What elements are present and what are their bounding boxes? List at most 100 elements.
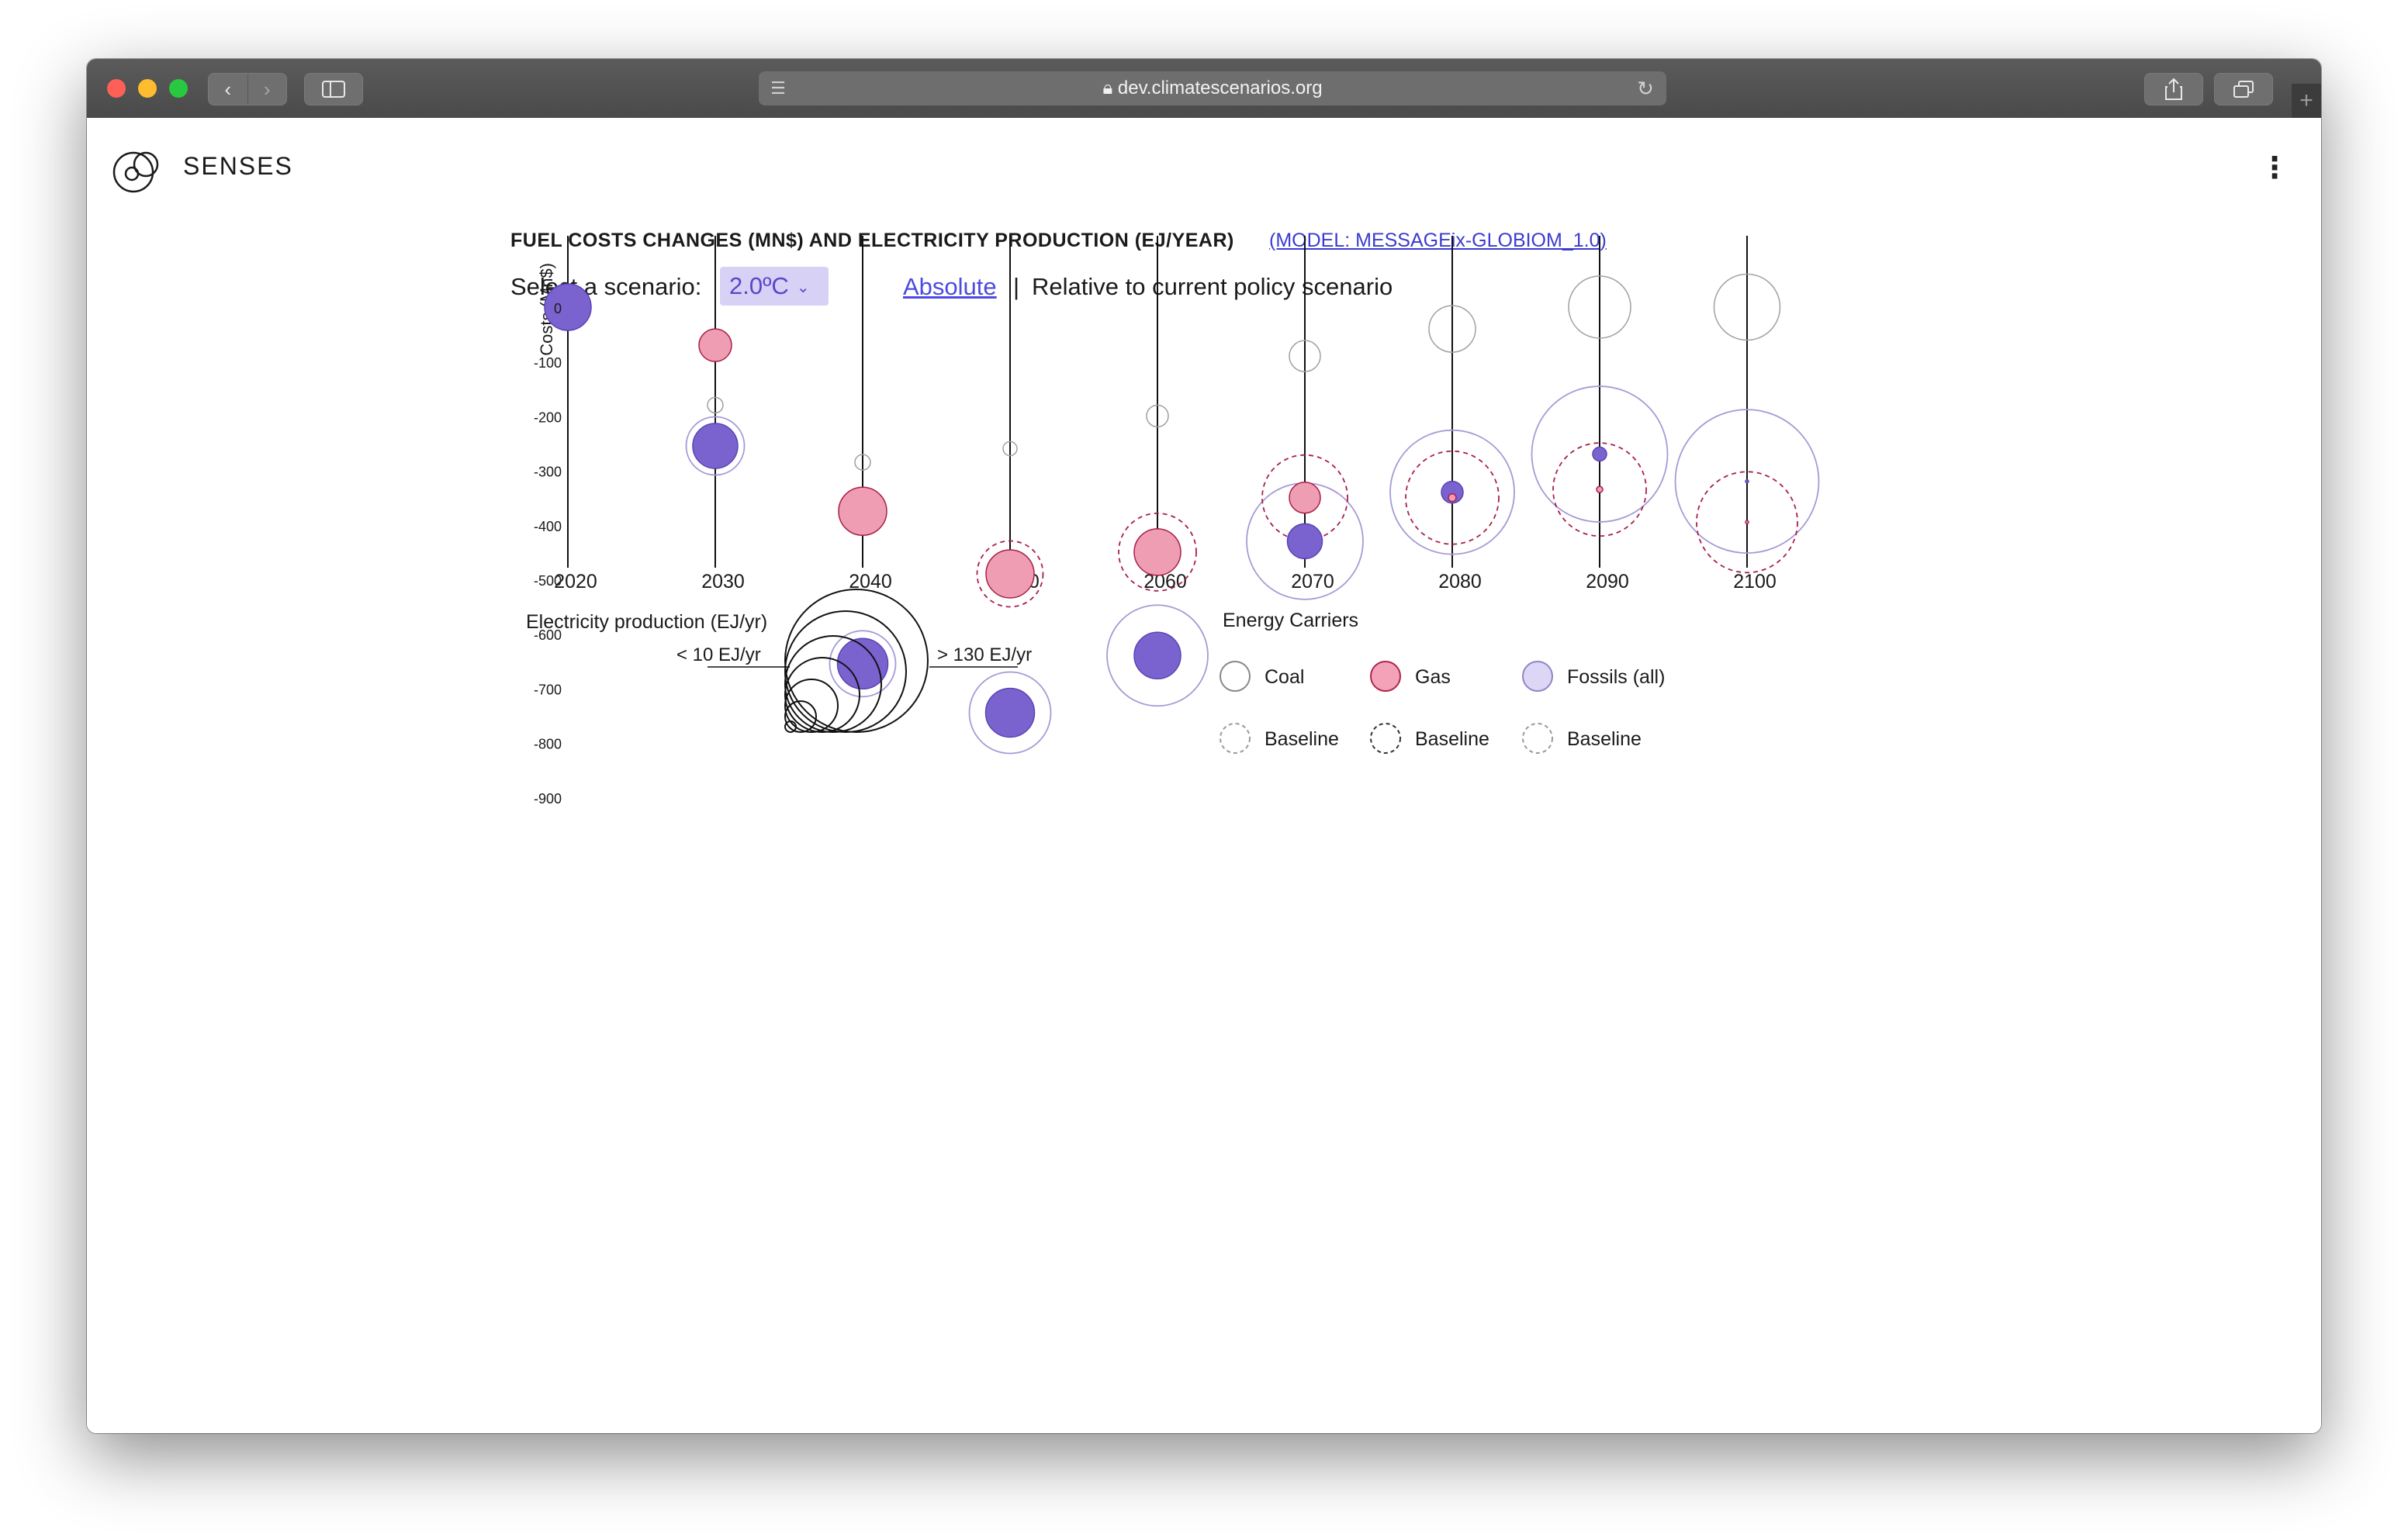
carrier-swatch[interactable] [1370, 661, 1401, 692]
minimize-window-button[interactable] [138, 79, 157, 98]
fossils-all-bubble[interactable] [1286, 523, 1323, 560]
absolute-toggle-link[interactable]: Absolute [903, 273, 997, 300]
y-tick-label: -800 [534, 737, 562, 752]
lock-icon: 🔒︎ [1102, 78, 1113, 98]
size-legend-circle [784, 720, 797, 733]
y-tick-label: -500 [534, 573, 562, 589]
fossils-baseline-bubble[interactable] [968, 671, 1052, 755]
coal-bubble[interactable] [1289, 340, 1321, 372]
chevron-left-icon[interactable]: ‹ [224, 78, 232, 101]
gas-baseline-bubble[interactable] [976, 540, 1044, 608]
x-tick-label: 2080 [1438, 571, 1482, 593]
fossils-baseline-bubble[interactable] [1389, 429, 1515, 555]
history-navigation: ‹ › [208, 73, 287, 105]
scenario-value: 2.0ºC [729, 272, 789, 299]
gas-baseline-bubble[interactable] [1261, 454, 1348, 541]
gas-bubble[interactable] [1745, 520, 1749, 525]
coal-bubble[interactable] [1568, 275, 1631, 339]
carrier-swatch[interactable] [1220, 661, 1251, 692]
y-tick-label-zero-overlay: 0 [554, 301, 562, 316]
carrier-label[interactable]: Gas [1415, 666, 1451, 688]
size-legend-max-label: > 130 EJ/yr [937, 644, 1032, 665]
brand-name[interactable]: SENSES [183, 152, 293, 180]
fossils-baseline-bubble[interactable] [1531, 385, 1669, 523]
fossils-baseline-bubble[interactable] [829, 630, 897, 698]
coal-bubble[interactable] [854, 454, 871, 471]
size-legend-circle [784, 610, 907, 733]
fossils-all-bubble[interactable] [984, 687, 1036, 738]
baseline-label[interactable]: Baseline [1415, 728, 1489, 750]
fossils-baseline-bubble[interactable] [685, 416, 746, 476]
kebab-menu-icon[interactable]: ⋮ [2260, 152, 2289, 185]
gas-bubble[interactable] [985, 549, 1035, 599]
gas-bubble[interactable] [838, 486, 887, 536]
y-tick-label: -100 [534, 355, 562, 371]
reader-mode-icon[interactable]: ☰ [770, 78, 786, 98]
fossils-all-bubble[interactable] [544, 283, 592, 331]
coal-bubble[interactable] [1002, 441, 1018, 457]
zoom-window-button[interactable] [169, 79, 188, 98]
chevron-right-icon[interactable]: › [247, 74, 287, 105]
fossils-all-bubble[interactable] [836, 637, 889, 690]
bubble-chart: 2020203020402050206020702080209021000-10… [534, 236, 1820, 807]
carrier-label[interactable]: Fossils (all) [1567, 666, 1665, 688]
fossils-baseline-bubble[interactable] [1106, 604, 1209, 707]
baseline-label[interactable]: Baseline [1567, 728, 1642, 750]
coal-bubble[interactable] [707, 396, 724, 414]
gas-bubble[interactable] [1596, 485, 1604, 493]
relative-toggle-link[interactable]: Relative to current policy scenario [1032, 273, 1393, 300]
size-legend-circle [784, 589, 929, 733]
gas-baseline-bubble[interactable] [1118, 513, 1197, 592]
gas-bubble[interactable] [698, 328, 732, 362]
chart-title: FUEL COSTS CHANGES (MN$) AND ELECTRICITY… [510, 230, 1234, 251]
sidebar-toggle-button[interactable] [304, 73, 363, 105]
coal-bubble[interactable] [1428, 305, 1476, 353]
close-window-button[interactable] [107, 79, 126, 98]
coal-bubble[interactable] [1713, 273, 1781, 341]
share-button[interactable] [2144, 73, 2203, 105]
show-tabs-button[interactable] [2214, 73, 2273, 105]
baseline-swatch[interactable] [1220, 723, 1251, 754]
coal-bubble[interactable] [1146, 404, 1169, 428]
fossils-all-bubble[interactable] [1745, 479, 1749, 484]
plus-icon[interactable]: + [2292, 84, 2321, 118]
model-link[interactable]: (MODEL: MESSAGEix-GLOBIOM_1.0) [1269, 230, 1607, 251]
y-tick-label: -900 [534, 791, 562, 807]
fossils-all-bubble[interactable] [1441, 480, 1464, 504]
size-legend-circle [784, 635, 882, 733]
legend-graphics: Electricity production (EJ/yr) < 10 EJ/yr… [526, 589, 1665, 754]
size-legend-circle [784, 700, 817, 733]
carriers-legend-title: Energy Carriers [1223, 610, 1358, 631]
gas-baseline-bubble[interactable] [1552, 442, 1647, 537]
x-tick-label: 2070 [1291, 571, 1334, 593]
size-legend-circle [784, 679, 839, 733]
gas-baseline-bubble[interactable] [1405, 450, 1500, 545]
gas-baseline-bubble[interactable] [1696, 471, 1798, 574]
fossils-all-bubble[interactable] [692, 423, 739, 469]
fossils-all-bubble[interactable] [1133, 631, 1182, 680]
size-legend-min-label: < 10 EJ/yr [676, 644, 761, 665]
baseline-swatch[interactable] [1370, 723, 1401, 754]
toggle-separator: | [1013, 273, 1020, 300]
gas-bubble[interactable] [1133, 528, 1182, 576]
gas-bubble[interactable] [1448, 492, 1457, 503]
chevron-down-icon: ⌄ [796, 278, 810, 296]
tabs-icon [2233, 81, 2254, 98]
reload-icon[interactable]: ↻ [1637, 77, 1654, 100]
baseline-label[interactable]: Baseline [1265, 728, 1339, 750]
x-tick-label: 2090 [1586, 571, 1629, 593]
share-icon [2165, 78, 2182, 100]
x-tick-label: 2100 [1733, 571, 1777, 593]
address-bar[interactable]: ☰ 🔒︎ dev.climatescenarios.org ↻ [759, 71, 1666, 105]
fossils-all-bubble[interactable] [1592, 446, 1607, 462]
y-tick-label: -300 [534, 465, 562, 480]
fossils-baseline-bubble[interactable] [1674, 409, 1820, 555]
baseline-swatch[interactable] [1522, 723, 1553, 754]
size-legend-circle [784, 657, 860, 733]
gas-bubble[interactable] [1289, 481, 1321, 514]
y-tick-label: -600 [534, 627, 562, 643]
carrier-swatch[interactable] [1522, 661, 1553, 692]
scenario-select[interactable]: 2.0ºC ⌄ [720, 267, 829, 306]
carrier-label[interactable]: Coal [1265, 666, 1304, 688]
url-text: 🔒︎ dev.climatescenarios.org [1102, 78, 1323, 98]
